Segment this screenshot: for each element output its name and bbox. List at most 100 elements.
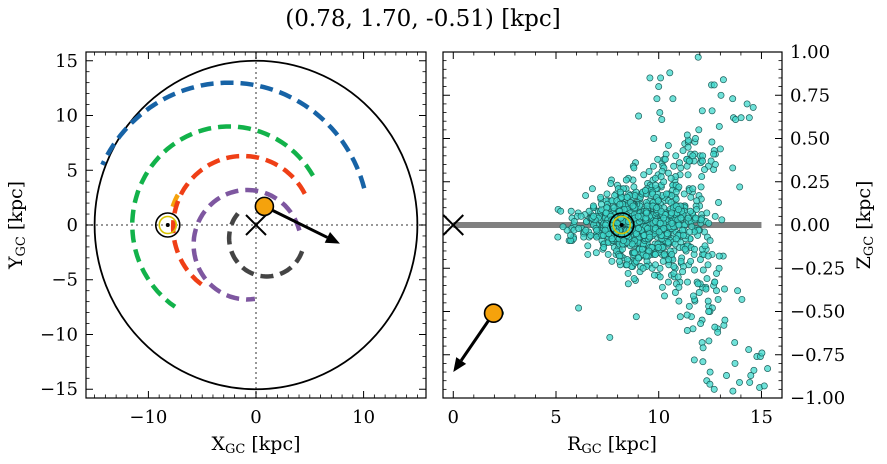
rz-data-point (745, 114, 753, 122)
rz-data-point (689, 292, 697, 300)
rz-ytick-label: 1.00 (790, 42, 830, 63)
rz-plot-area (453, 53, 772, 395)
rz-data-point (683, 311, 691, 319)
rz-data-point (695, 126, 703, 134)
rz-data-point (680, 190, 688, 198)
rz-data-point (699, 157, 706, 165)
rz-data-point (651, 261, 659, 269)
rz-data-point (703, 209, 711, 217)
rz-data-point (710, 150, 718, 158)
rz-data-point (711, 160, 719, 168)
rz-data-point (694, 53, 702, 61)
rz-data-point (651, 250, 659, 258)
rz-data-point (676, 159, 683, 167)
rz-data-point (635, 225, 643, 232)
rz-data-point (675, 221, 683, 229)
rz-ytick-label: 0.00 (790, 215, 830, 236)
rz-data-point (702, 285, 710, 293)
rz-ytick-label: −0.75 (790, 345, 845, 366)
xy-ytick-label: −15 (40, 379, 78, 400)
rz-data-point (675, 297, 683, 305)
rz-data-point (704, 252, 712, 260)
rz-data-point (747, 372, 755, 379)
rz-data-point (698, 107, 706, 115)
rz-data-point (663, 190, 670, 198)
rz-data-point (736, 378, 743, 386)
rz-data-point (634, 254, 642, 262)
rz-data-point (640, 171, 648, 179)
rz-data-point (656, 273, 664, 281)
rz-data-point (616, 188, 624, 196)
rz-data-point (705, 219, 713, 227)
rz-data-point (672, 195, 680, 203)
rz-data-point (737, 114, 745, 122)
rz-data-point (693, 205, 700, 213)
rz-data-point (651, 181, 659, 189)
rz-data-point (697, 216, 705, 224)
rz-data-point (597, 200, 605, 208)
rz-data-point (600, 244, 608, 251)
rz-data-point (743, 100, 751, 108)
rz-data-point (650, 271, 658, 279)
xy-ytick-label: 15 (55, 51, 78, 72)
rz-ytick-label: −0.50 (790, 302, 845, 323)
rz-data-point (736, 183, 744, 191)
rz-data-point (715, 252, 723, 260)
rz-data-point (719, 76, 727, 84)
rz-data-point (629, 202, 637, 210)
rz-data-point (657, 173, 665, 181)
rz-data-point (664, 141, 672, 149)
rz-data-point (650, 135, 658, 142)
rz-data-point (695, 289, 703, 296)
rz-data-point (645, 167, 653, 175)
rz-data-point (685, 157, 693, 165)
rz-data-point (660, 214, 668, 222)
xy-sun-dot (165, 223, 170, 227)
rz-data-point (623, 193, 631, 201)
rz-data-point (656, 109, 664, 117)
rz-sun-ring (612, 215, 632, 235)
rz-data-point (684, 214, 692, 222)
xy-ytick-label: −5 (51, 270, 78, 291)
rz-data-point (758, 349, 766, 357)
rz-panel: 0 5 10 15 −1.00 −0.75 −0.50 −0.25 0.00 0.25 0.50 0.… (442, 42, 877, 457)
rz-data-point (701, 166, 708, 174)
rz-data-point (597, 193, 605, 201)
rz-data-point (567, 231, 575, 239)
rz-data-point (656, 264, 664, 272)
rz-data-point (658, 116, 666, 123)
rz-data-point (684, 171, 692, 179)
rz-data-point (660, 250, 668, 258)
rz-data-point (683, 131, 691, 139)
rz-data-point (715, 122, 723, 130)
rz-xtick-label: 15 (750, 407, 773, 428)
rz-data-point (649, 162, 657, 170)
rz-data-point (616, 200, 624, 208)
rz-ytick-label: −0.25 (790, 258, 845, 279)
rz-xtick-label: 0 (448, 407, 459, 428)
rz-data-point (713, 287, 720, 295)
rz-data-point (675, 283, 683, 291)
rz-data-point (679, 231, 687, 239)
rz-data-point (704, 261, 712, 269)
rz-data-point (718, 216, 726, 224)
rz-data-point (699, 344, 707, 352)
rz-data-point (608, 257, 616, 265)
rz-sun-dot (619, 223, 624, 227)
rz-data-point (630, 183, 638, 191)
rz-data-point (554, 233, 562, 241)
rz-data-point (686, 207, 694, 215)
xy-orbit-arc-5 (226, 212, 305, 279)
rz-data-point (635, 112, 643, 120)
rz-data-point (691, 266, 698, 274)
rz-data-point (584, 250, 592, 258)
rz-data-point (675, 205, 682, 213)
rz-xlabel: RGC [kpc] (567, 433, 657, 457)
rz-data-point (683, 327, 691, 334)
rz-data-point (699, 266, 707, 274)
rz-data-point (590, 212, 598, 220)
rz-data-point (664, 278, 672, 286)
rz-data-point (658, 283, 666, 291)
rz-data-point (729, 164, 737, 172)
